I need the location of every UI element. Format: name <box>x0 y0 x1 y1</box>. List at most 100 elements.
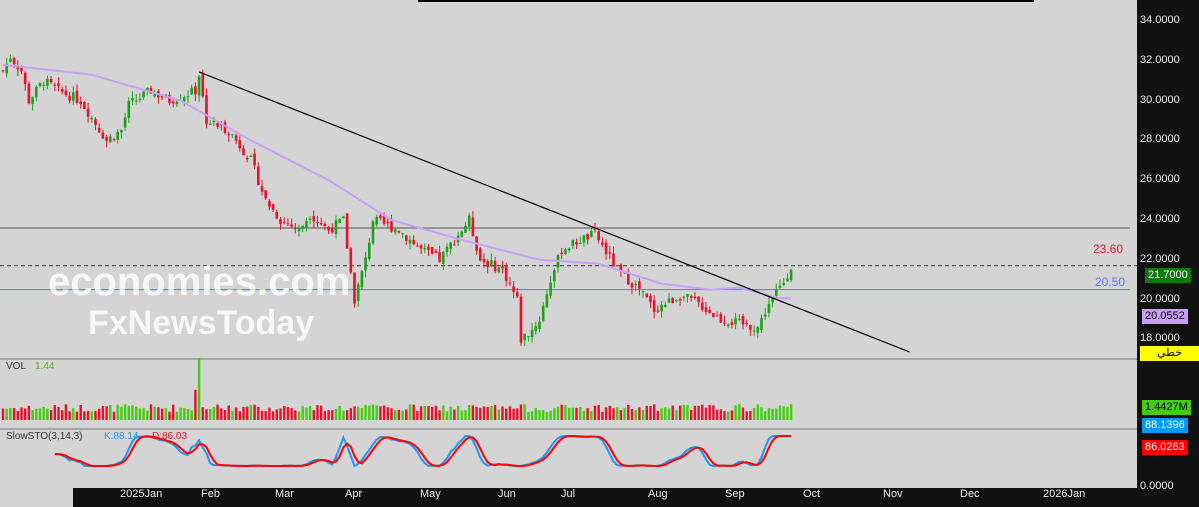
candle-body <box>460 231 464 237</box>
volume-bar <box>749 410 752 420</box>
volume-bar <box>16 411 19 420</box>
volume-bar <box>120 406 123 420</box>
candle-body <box>264 190 267 199</box>
volume-bar <box>682 404 685 420</box>
candle-body <box>345 213 349 249</box>
volume-bar <box>142 408 145 420</box>
volume-bar <box>57 406 60 420</box>
candle-body <box>334 220 338 234</box>
volume-bar <box>116 404 119 420</box>
volume-bar <box>105 406 108 420</box>
candle-body <box>527 335 530 337</box>
volume-bar <box>138 408 142 420</box>
candle-body <box>615 265 619 267</box>
stoch-d: D:86.03 <box>152 431 188 442</box>
candle-body <box>68 95 71 101</box>
candle-body <box>360 271 364 288</box>
volume-bar <box>623 407 626 420</box>
volume-bar <box>690 409 693 420</box>
volume-bar <box>375 405 378 420</box>
volume-bar <box>660 408 663 420</box>
candle-body <box>201 74 205 97</box>
volume-bar <box>175 411 179 420</box>
volume-bar <box>64 404 68 420</box>
candle-body <box>649 295 652 303</box>
volume-bar <box>27 405 31 420</box>
volume-bar <box>697 405 700 420</box>
volume-bar <box>79 405 82 420</box>
volume-bar <box>390 408 393 420</box>
candle-body <box>704 307 708 312</box>
candle-body <box>268 200 271 207</box>
candle-body <box>238 140 242 149</box>
volume-bar <box>353 406 356 420</box>
volume-bar <box>786 406 789 420</box>
volume-bar <box>730 410 734 420</box>
candle-body <box>604 242 608 255</box>
candle-body <box>123 117 127 128</box>
candle-body <box>390 221 393 232</box>
volume-bar <box>123 404 127 420</box>
candle-body <box>79 101 82 105</box>
candle-body <box>560 252 563 255</box>
volume-bar <box>701 404 704 420</box>
candle-body <box>656 310 660 312</box>
volume-bar <box>382 405 386 420</box>
volume-bar <box>482 406 486 420</box>
volume-bar <box>664 407 667 420</box>
candle-body <box>715 315 719 317</box>
candle-body <box>72 92 75 101</box>
candle-body <box>386 221 390 224</box>
volume-bar <box>523 404 526 420</box>
volume-bar <box>789 404 793 420</box>
volume-bar <box>146 410 149 420</box>
volume-bar <box>227 405 230 420</box>
candle-body <box>582 235 586 243</box>
candle-body <box>726 324 730 327</box>
volume-bar <box>771 408 774 420</box>
volume-bar <box>68 411 71 420</box>
candle-body <box>686 294 689 297</box>
candle-body <box>501 266 504 269</box>
candle-body <box>75 90 79 103</box>
candle-body <box>257 166 260 185</box>
candle-body <box>127 100 131 119</box>
last-price-badge: 21.7000 <box>1145 268 1191 283</box>
candle-body <box>375 216 378 225</box>
volume-bar <box>512 408 515 420</box>
time-label: May <box>420 488 441 500</box>
volume-bar <box>423 405 426 420</box>
price-tick: 18.0000 <box>1140 332 1180 345</box>
candle-body <box>612 253 615 267</box>
candle-body <box>760 317 763 331</box>
candle-body <box>16 66 20 70</box>
volume-bar <box>760 407 763 420</box>
candle-body <box>549 282 552 296</box>
price-tick: 22.0000 <box>1140 252 1180 265</box>
candle-body <box>671 297 674 304</box>
d-badge: 86.0263 <box>1142 440 1188 455</box>
candle-body <box>519 296 523 343</box>
candle-body <box>275 211 279 219</box>
candle-body <box>35 86 38 98</box>
volume-bar <box>338 406 341 420</box>
time-axis[interactable] <box>73 488 1137 507</box>
volume-bar <box>630 409 634 420</box>
volume-bar <box>397 409 401 420</box>
time-label: Aug <box>648 488 668 500</box>
volume-bar <box>486 406 489 420</box>
volume-bar <box>334 408 338 420</box>
volume-bar <box>612 408 615 420</box>
volume-bar <box>238 411 241 420</box>
candle-body <box>12 57 16 65</box>
candle-body <box>142 91 145 98</box>
candle-body <box>471 217 475 237</box>
volume-bar <box>442 405 445 420</box>
candle-body <box>308 218 312 220</box>
candle-body <box>738 318 741 320</box>
volume-bar <box>575 407 578 420</box>
volume-bar <box>320 405 323 420</box>
volume-bar <box>172 404 175 420</box>
